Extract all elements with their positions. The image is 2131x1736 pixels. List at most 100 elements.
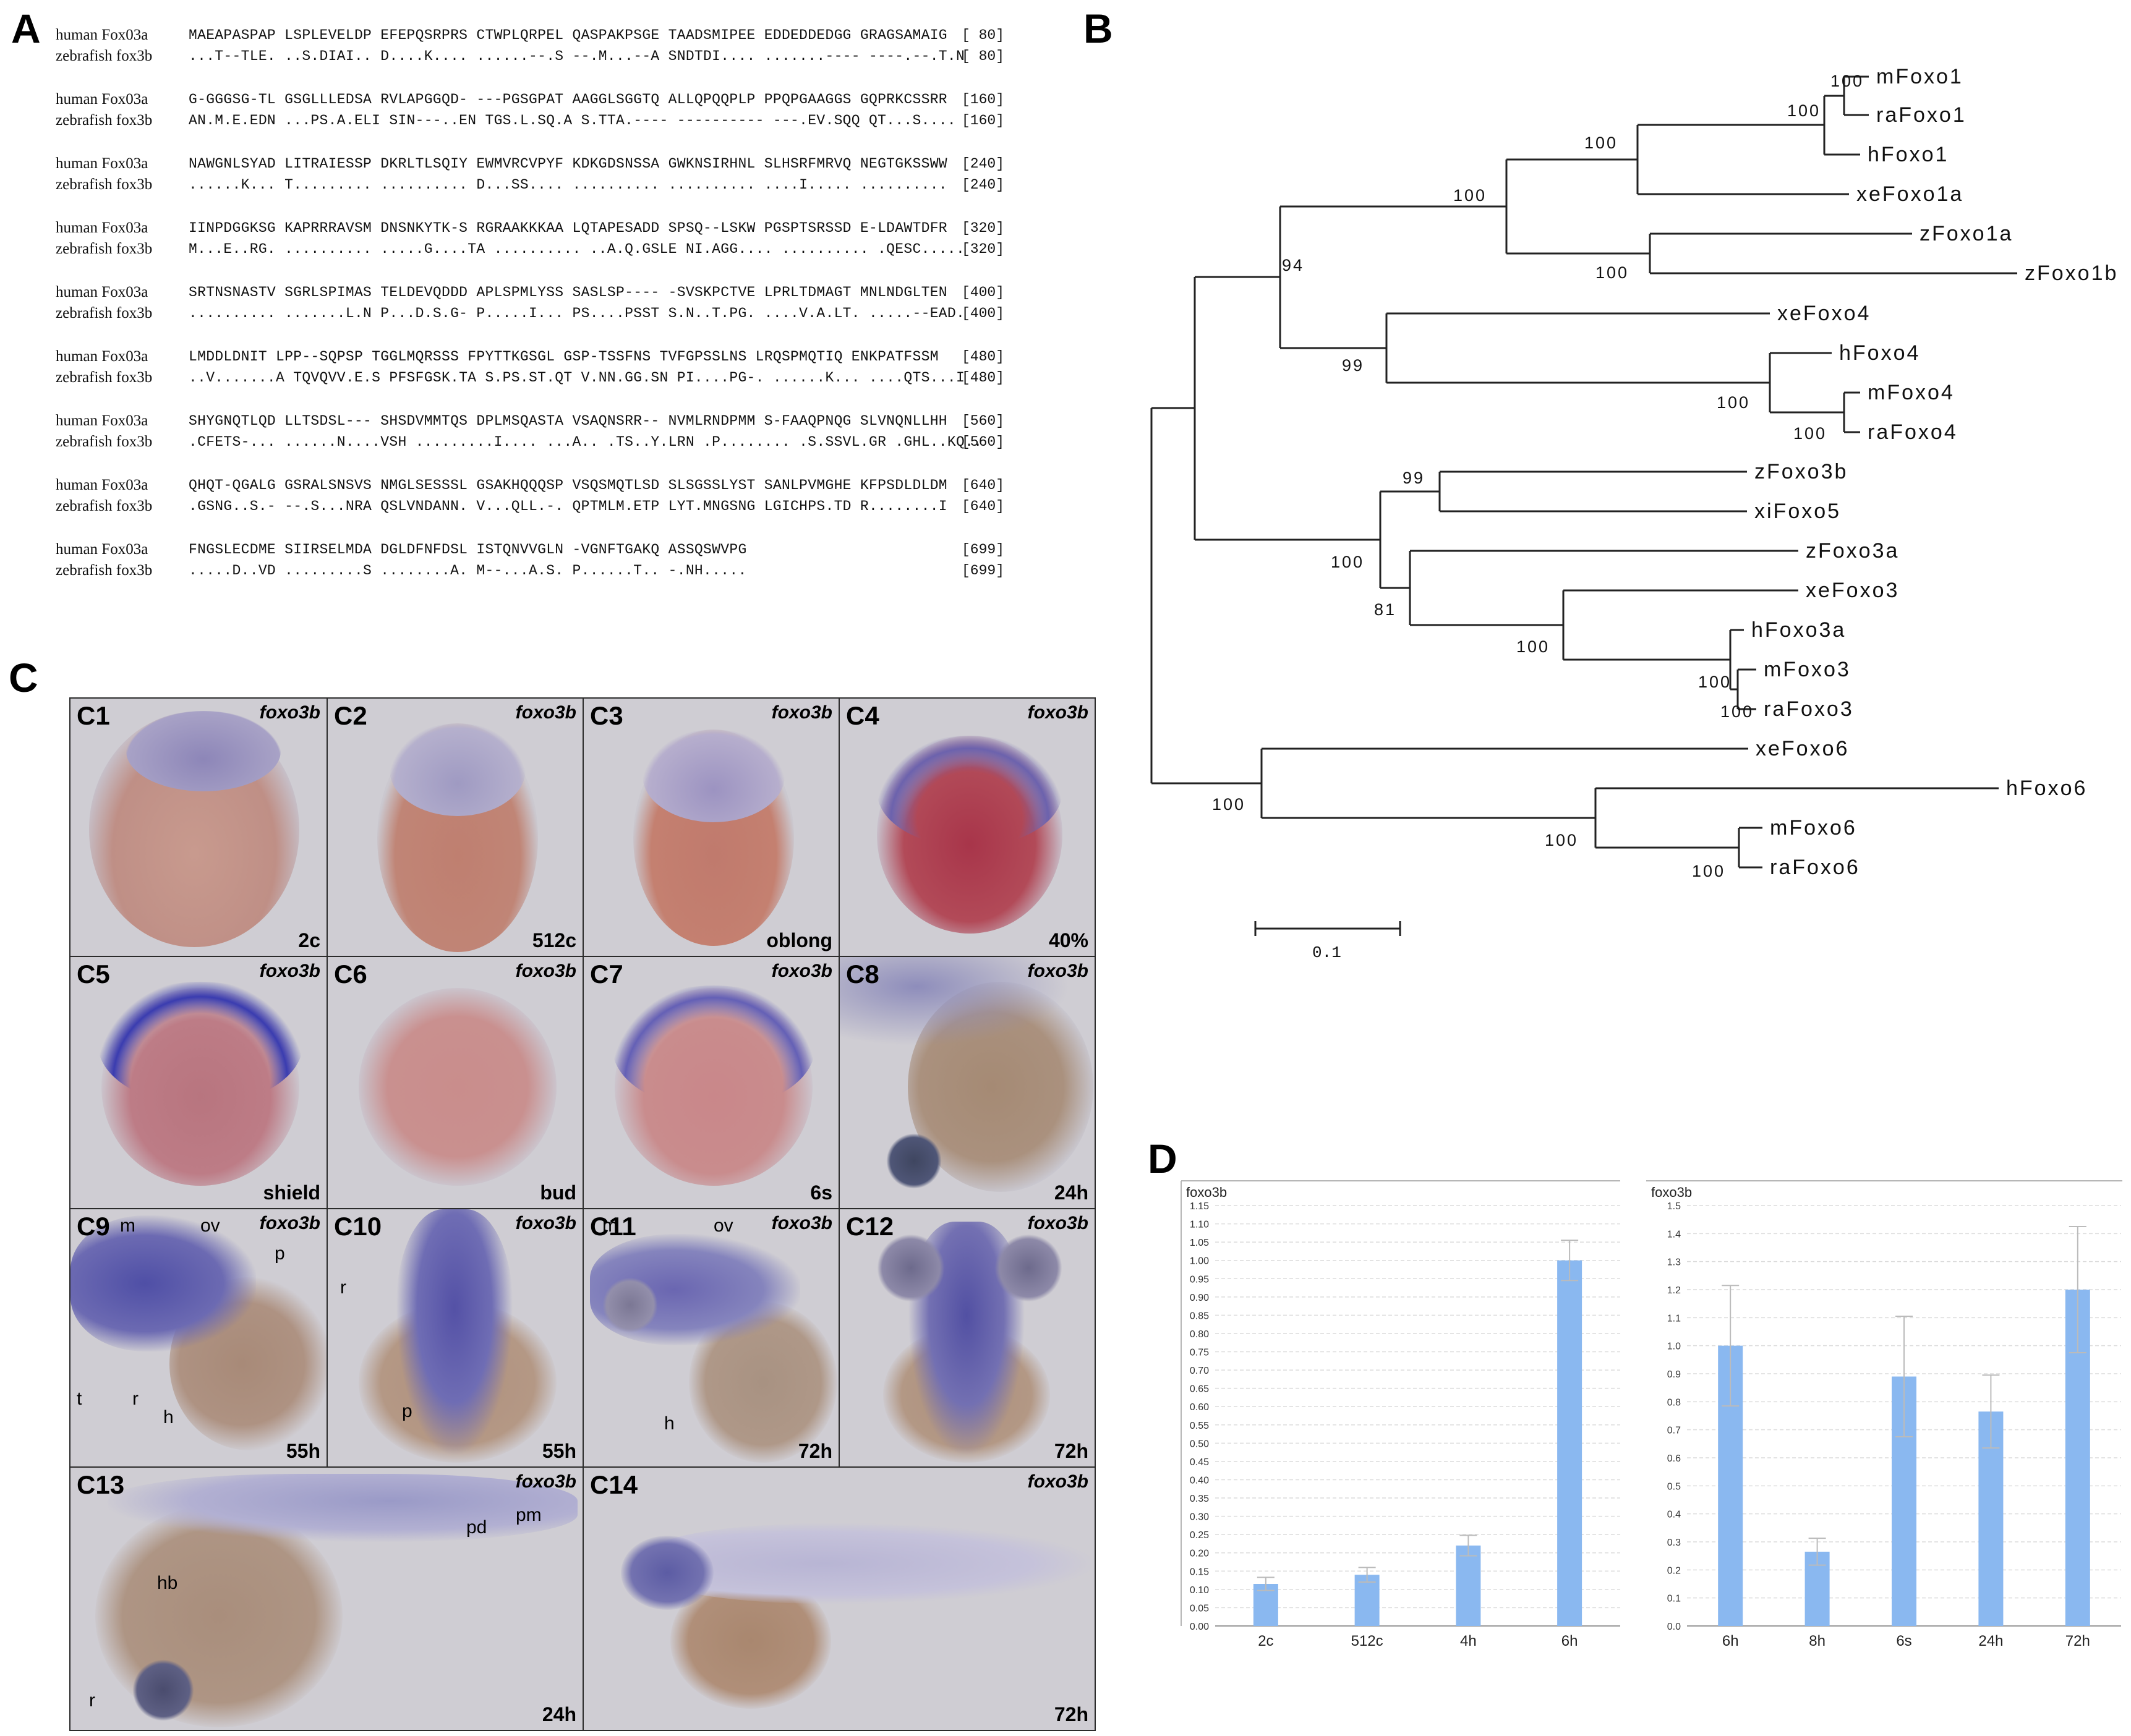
tree-leaf-label: hFoxo1 <box>1868 143 1949 166</box>
sequence-name: zebrafish fox3b <box>56 498 153 514</box>
bar-chart-2: 0.0 0.1 0.2 0.3 0.4 0.5 0.6 0.7 0.8 0.9 1.0 1.1 1.2 1… <box>1646 1180 2122 1649</box>
alignment-row: human Fox03a MAEAPASPAP LSPLEVELDP EFEPQS… <box>56 25 1070 46</box>
embryo-panel-id: C12 <box>846 1212 894 1241</box>
y-tick-label: 0.15 <box>1190 1567 1209 1577</box>
embryo-image-c1: C1 foxo3b 2c <box>70 699 327 956</box>
residue-count: [400] <box>962 284 1005 300</box>
y-tick-label: 0.75 <box>1190 1348 1209 1358</box>
panel-label-c: C <box>9 655 38 700</box>
stage-label: 55h <box>286 1440 320 1462</box>
tree-leaf-label: raFoxo4 <box>1868 420 1958 444</box>
sequence-text: NAWGNLSYAD LITRAIESSP DKRLTLSQIY EWMVRCV… <box>189 156 947 172</box>
y-tick-label: 0.55 <box>1190 1421 1209 1431</box>
alignment-row: zebrafish fox3b .....D..VD .........S ...… <box>56 560 1070 581</box>
alignment-row: zebrafish fox3b M...E..RG. .......... ...… <box>56 239 1070 260</box>
anatomy-annotation: p <box>402 1401 412 1421</box>
sequence-text: M...E..RG. .......... .....G....TA .....… <box>189 241 965 257</box>
gene-label: foxo3b <box>771 1213 832 1233</box>
residue-count: [240] <box>962 177 1005 193</box>
gene-label: foxo3b <box>1027 961 1088 981</box>
alignment-block: human Fox03a SRTNSNASTV SGRLSPIMAS TELDEV… <box>56 282 1070 324</box>
embryo-panel-id: C14 <box>590 1470 638 1499</box>
y-tick-label: 0.8 <box>1667 1397 1681 1408</box>
alignment-row: human Fox03a NAWGNLSYAD LITRAIESSP DKRLTL… <box>56 153 1070 174</box>
anatomy-annotation: pd <box>466 1517 487 1538</box>
embryo-image-c13: C13 foxo3b 24h pd pm hb r <box>70 1468 583 1730</box>
gene-label: foxo3b <box>515 702 576 723</box>
tree-leaf-label: xeFoxo4 <box>1777 302 1871 325</box>
alignment-block: human Fox03a LMDDLDNIT LPP--SQPSP TGGLMQR… <box>56 346 1070 388</box>
alignment-block: human Fox03a FNGSLECDME SIIRSELMDA DGLDFN… <box>56 539 1070 581</box>
stage-label: oblong <box>766 929 832 951</box>
tree-leaf-label: raFoxo1 <box>1876 103 1967 127</box>
tree-leaf-label: mFoxo1 <box>1876 65 1963 88</box>
alignment-row: zebrafish fox3b .CFETS-... ......N....VSH… <box>56 432 1070 453</box>
sequence-text: SHYGNQTLQD LLTSDSL--- SHSDVMMTQS DPLMSQA… <box>189 413 947 429</box>
x-tick-label: 6h <box>1722 1633 1739 1649</box>
alignment-block: human Fox03a IINPDGGKSG KAPRRRAVSM DNSNKY… <box>56 218 1070 260</box>
alignment-row: zebrafish fox3b ......K... T......... ...… <box>56 174 1070 195</box>
y-tick-label: 0.20 <box>1190 1549 1209 1559</box>
embryo-panel-id: C9 <box>77 1212 110 1241</box>
embryo-shape <box>886 1133 942 1189</box>
residue-count: [ 80] <box>962 27 1005 43</box>
y-tick-label: 0.25 <box>1190 1530 1209 1541</box>
y-tick-label: 0.95 <box>1190 1274 1209 1285</box>
alignment-row: zebrafish fox3b ..V.......A TQVQVV.E.S PF… <box>56 367 1070 388</box>
tree-leaf-label: zFoxo1b <box>2025 262 2118 285</box>
alignment-row: human Fox03a IINPDGGKSG KAPRRRAVSM DNSNKY… <box>56 218 1070 239</box>
embryo-panel-id: C10 <box>334 1212 382 1241</box>
y-tick-label: 0.1 <box>1667 1594 1681 1604</box>
embryo-image-grid: C1 foxo3b 2c C2 foxo3b 512c C3 foxo3b oblong C4 fo… <box>69 697 1096 1731</box>
stage-label: 512c <box>532 929 576 951</box>
embryo-shape <box>602 1277 658 1333</box>
x-tick-label: 8h <box>1809 1633 1826 1649</box>
stage-label: 6s <box>810 1181 832 1204</box>
stage-label: 55h <box>542 1440 576 1462</box>
stage-label: 40% <box>1048 929 1088 951</box>
x-tick-label: 4h <box>1460 1633 1477 1649</box>
embryo-image-c2: C2 foxo3b 512c <box>328 699 583 956</box>
residue-count: [560] <box>962 434 1005 450</box>
residue-count: [480] <box>962 370 1005 386</box>
sequence-name: human Fox03a <box>56 91 148 108</box>
y-tick-label: 0.80 <box>1190 1329 1209 1340</box>
alignment-block: human Fox03a NAWGNLSYAD LITRAIESSP DKRLTL… <box>56 153 1070 195</box>
bootstrap-value: 81 <box>1374 600 1396 619</box>
tree-leaf-label: hFoxo4 <box>1839 341 1920 365</box>
y-tick-label: 1.10 <box>1190 1220 1209 1230</box>
embryo-panel-id: C13 <box>77 1470 125 1499</box>
bootstrap-value: 100 <box>1516 637 1550 656</box>
bar <box>1354 1575 1380 1626</box>
anatomy-annotation: h <box>664 1413 675 1434</box>
bootstrap-value: 94 <box>1282 256 1304 274</box>
alignment-row: human Fox03a G-GGGSG-TL GSGLLLEDSA RVLAPG… <box>56 89 1070 110</box>
embryo-image-c5: C5 foxo3b shield <box>70 957 327 1208</box>
residue-count: [699] <box>962 563 1005 579</box>
y-tick-label: 0.90 <box>1190 1293 1209 1303</box>
sequence-text: SRTNSNASTV SGRLSPIMAS TELDEVQDDD APLSPML… <box>189 284 947 300</box>
y-tick-label: 0.70 <box>1190 1366 1209 1376</box>
bar <box>1557 1260 1582 1626</box>
sequence-text: IINPDGGKSG KAPRRRAVSM DNSNKYTK-S RGRAAKK… <box>189 220 947 236</box>
embryo-shape <box>877 736 1062 847</box>
sequence-name: zebrafish fox3b <box>56 433 153 450</box>
embryo-panel-id: C5 <box>77 959 110 989</box>
y-tick-label: 1.0 <box>1667 1342 1681 1352</box>
embryo-image-c14: C14 foxo3b 72h <box>584 1468 1095 1730</box>
tree-leaf-label: mFoxo4 <box>1868 381 1955 404</box>
embryo-shape <box>98 982 303 1105</box>
embryo-panel-id: C2 <box>334 701 367 730</box>
tree-leaf-label: mFoxo3 <box>1764 658 1851 681</box>
sequence-name: human Fox03a <box>56 155 148 172</box>
chart-title: foxo3b <box>1651 1185 1692 1200</box>
sequence-text: FNGSLECDME SIIRSELMDA DGLDFNFDSL ISTQNVV… <box>189 542 747 558</box>
residue-count: [240] <box>962 156 1005 172</box>
embryo-shape <box>390 723 526 816</box>
y-tick-label: 1.1 <box>1667 1313 1681 1324</box>
gene-label: foxo3b <box>771 961 832 981</box>
alignment-row: zebrafish fox3b .GSNG..S.- --.S...NRA QSL… <box>56 496 1070 517</box>
alignment-row: zebrafish fox3b ...T--TLE. ..S.DIAI.. D..… <box>56 46 1070 67</box>
residue-count: [400] <box>962 305 1005 321</box>
embryo-image-c7: C7 foxo3b 6s <box>584 957 839 1208</box>
